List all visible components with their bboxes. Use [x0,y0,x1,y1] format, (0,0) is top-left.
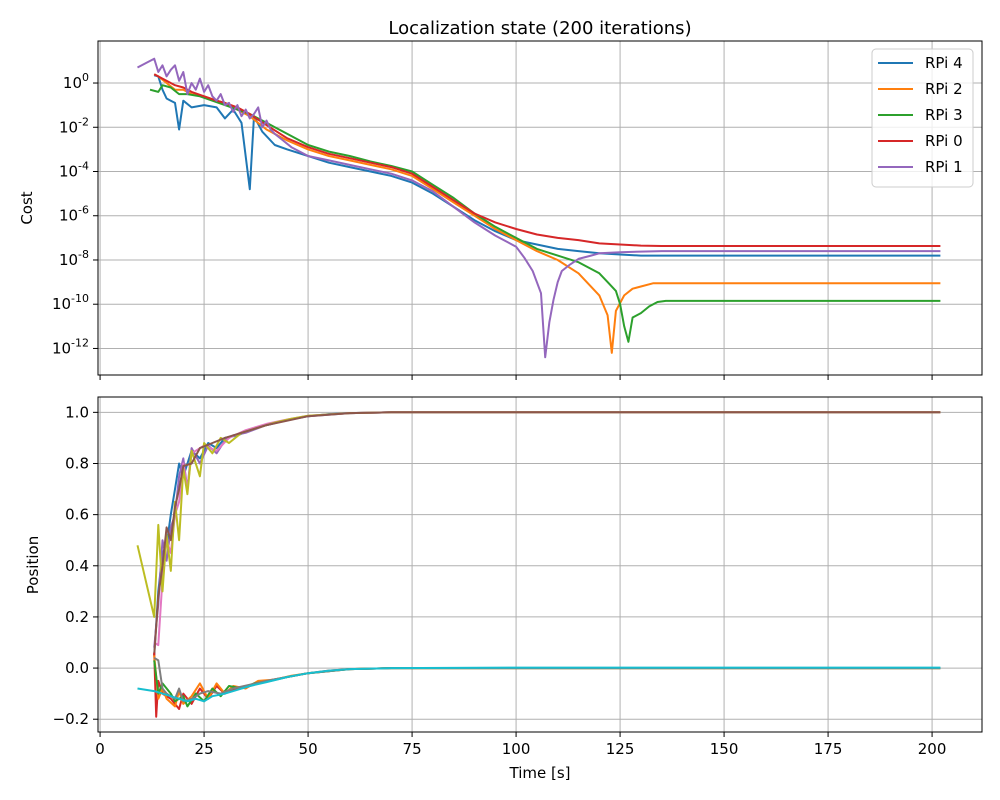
position-x-tick-label: 175 [814,740,843,758]
cost-y-tick-label: 10-12 [52,336,89,357]
position-x-tick-label: 0 [95,740,105,758]
position-y-tick-label: 0.4 [65,557,89,575]
position-x-tick-label: 150 [710,740,739,758]
position-y-tick-label: 0.6 [65,506,89,524]
position-x-tick-label: 75 [403,740,422,758]
position-y-tick-label: 0.8 [65,454,89,472]
cost-line-rpi-1 [137,57,941,359]
chart-title: Localization state (200 iterations) [388,18,691,39]
position-line-4 [153,411,941,656]
position-line-9 [137,666,941,703]
position-y-tick-label: 0.2 [65,608,89,626]
cost-line-rpi-4 [153,74,941,257]
legend: RPi 4 RPi 2 RPi 3 RPi 0 RPi 1 [871,48,974,188]
legend-entry-label: RPi 0 [925,132,963,150]
cost-y-tick-label: 10-4 [59,160,89,181]
cost-line-rpi-0 [153,73,941,247]
cost-chart: Localization state (200 iterations) 1001… [18,18,983,380]
cost-y-tick-label: 100 [63,71,89,92]
cost-plot-frame [97,40,983,376]
cost-y-tick-label: 10-10 [52,292,89,313]
position-x-tick-label: 125 [606,740,635,758]
position-y-tick-label: 0.0 [65,659,89,677]
position-x-tick-label: 25 [195,740,214,758]
position-series-lines [136,411,941,718]
position-chart: 0 25 50 75 100 125 150 175 200 −0.2 0.0 0.2 0.4 0.6 0… [24,396,983,782]
cost-y-tick-label: 10-2 [59,115,89,136]
cost-line-rpi-3 [149,84,941,343]
position-plot-frame [97,396,983,733]
legend-entry-label: RPi 2 [925,80,963,98]
cost-x-ticks [99,375,933,380]
position-y-ticks: −0.2 0.0 0.2 0.4 0.6 0.8 1.0 [53,403,98,728]
legend-entry-label: RPi 3 [925,106,963,124]
position-y-tick-label: −0.2 [53,710,89,728]
legend-entry-label: RPi 1 [925,158,963,176]
legend-entry-label: RPi 4 [925,54,963,72]
cost-gridlines [98,41,982,375]
cost-y-axis-label: Cost [18,191,36,224]
cost-series-lines [137,57,941,359]
legend-box [871,48,974,188]
position-y-axis-label: Position [24,536,42,594]
cost-y-tick-label: 10-6 [59,204,89,225]
position-x-ticks: 0 25 50 75 100 125 150 175 200 [95,732,946,758]
cost-y-ticks: 100 10-2 10-4 10-6 10-8 10-10 10-12 [52,71,98,357]
position-x-tick-label: 200 [918,740,947,758]
x-axis-label: Time [s] [509,764,571,782]
cost-y-tick-label: 10-8 [59,248,89,269]
position-x-tick-label: 100 [502,740,531,758]
position-y-tick-label: 1.0 [65,403,89,421]
position-x-tick-label: 50 [299,740,318,758]
